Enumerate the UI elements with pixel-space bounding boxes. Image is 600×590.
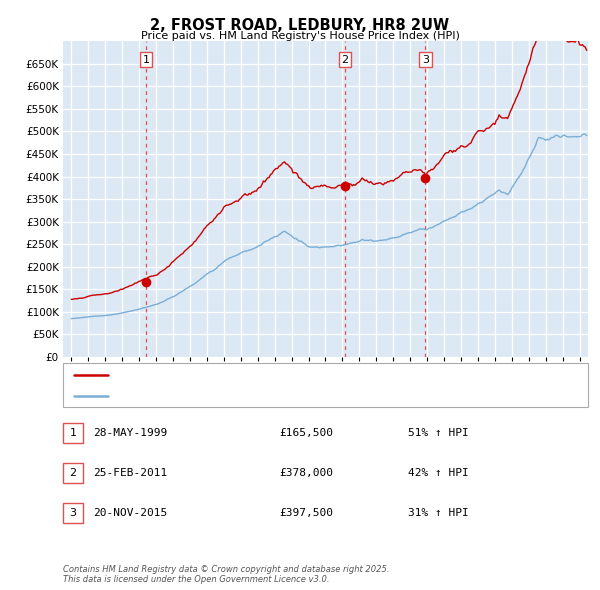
Text: £397,500: £397,500 [279, 509, 333, 518]
Text: 1: 1 [143, 55, 149, 65]
Text: 28-MAY-1999: 28-MAY-1999 [93, 428, 167, 438]
Text: 51% ↑ HPI: 51% ↑ HPI [408, 428, 469, 438]
Text: 1: 1 [70, 428, 76, 438]
Text: HPI: Average price, detached house, Herefordshire: HPI: Average price, detached house, Here… [114, 391, 378, 401]
Text: 20-NOV-2015: 20-NOV-2015 [93, 509, 167, 518]
Text: 2, FROST ROAD, LEDBURY, HR8 2UW: 2, FROST ROAD, LEDBURY, HR8 2UW [151, 18, 449, 32]
Text: £165,500: £165,500 [279, 428, 333, 438]
Text: Price paid vs. HM Land Registry's House Price Index (HPI): Price paid vs. HM Land Registry's House … [140, 31, 460, 41]
Text: £378,000: £378,000 [279, 468, 333, 478]
Text: Contains HM Land Registry data © Crown copyright and database right 2025.
This d: Contains HM Land Registry data © Crown c… [63, 565, 389, 584]
Text: 25-FEB-2011: 25-FEB-2011 [93, 468, 167, 478]
Text: 3: 3 [70, 509, 76, 518]
Text: 2: 2 [341, 55, 349, 65]
Text: 2, FROST ROAD, LEDBURY, HR8 2UW (detached house): 2, FROST ROAD, LEDBURY, HR8 2UW (detache… [114, 371, 400, 380]
Text: 3: 3 [422, 55, 429, 65]
Text: 31% ↑ HPI: 31% ↑ HPI [408, 509, 469, 518]
Text: 2: 2 [70, 468, 76, 478]
Text: 42% ↑ HPI: 42% ↑ HPI [408, 468, 469, 478]
